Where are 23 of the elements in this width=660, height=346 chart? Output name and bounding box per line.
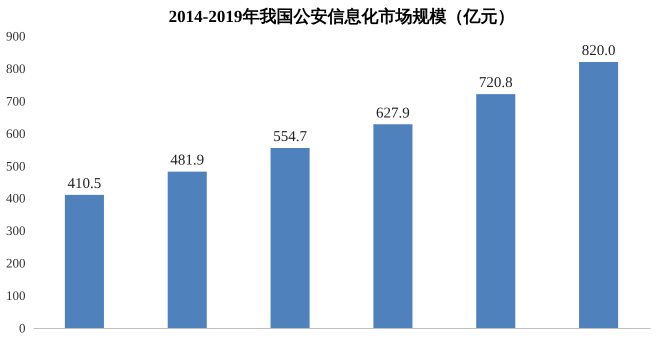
y-tick-label: 600 bbox=[6, 126, 26, 141]
y-tick-label: 300 bbox=[6, 223, 26, 238]
data-label: 627.9 bbox=[376, 105, 410, 122]
bar bbox=[270, 148, 310, 328]
data-label: 481.9 bbox=[170, 152, 204, 169]
bar bbox=[476, 94, 516, 328]
y-tick-label: 100 bbox=[6, 288, 26, 304]
data-label: 554.7 bbox=[273, 129, 308, 146]
bar bbox=[64, 194, 104, 328]
bar bbox=[579, 62, 618, 328]
data-label: 820.0 bbox=[582, 42, 616, 59]
chart-title: 2014-2019年我国公安信息化市场规模（亿元） bbox=[168, 7, 514, 26]
bar bbox=[168, 172, 207, 328]
bar bbox=[373, 124, 412, 328]
y-tick-label: 0 bbox=[19, 320, 26, 336]
y-tick-label: 400 bbox=[6, 190, 26, 206]
y-tick-label: 900 bbox=[6, 28, 26, 44]
y-tick-label: 200 bbox=[6, 256, 26, 271]
y-tick-label: 500 bbox=[6, 158, 26, 174]
data-label: 410.5 bbox=[68, 176, 102, 192]
y-tick-label: 700 bbox=[6, 93, 26, 108]
data-label: 720.8 bbox=[478, 75, 513, 92]
y-tick-label: 800 bbox=[6, 60, 26, 76]
